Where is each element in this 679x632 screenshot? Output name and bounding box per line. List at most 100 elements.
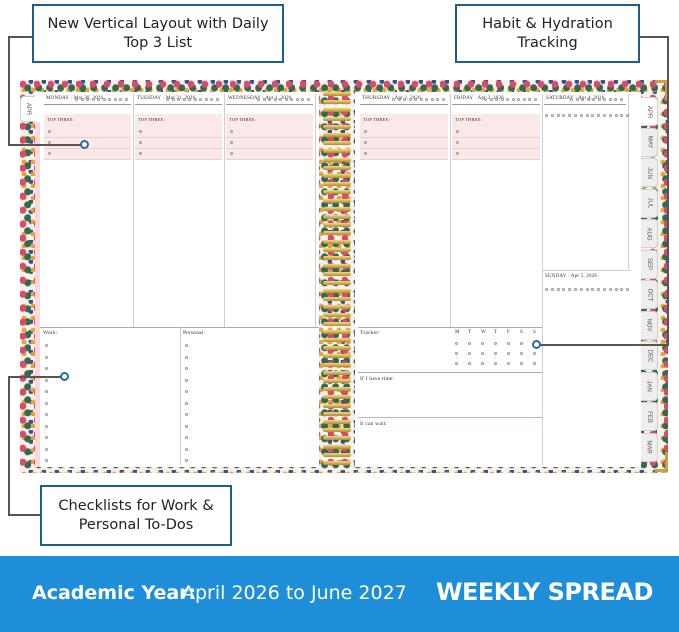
top-three-label: TOP THREE: (138, 117, 166, 122)
hour-dot (257, 98, 260, 101)
hour-dot (392, 98, 395, 101)
hour-dot (517, 98, 520, 101)
water-dot (579, 114, 583, 117)
water-dot (597, 288, 601, 291)
leader (667, 36, 669, 346)
column-divider (542, 327, 543, 465)
leader (8, 376, 66, 378)
hour-dot (603, 98, 606, 101)
header-rule (226, 104, 313, 105)
hour-dot (171, 98, 175, 101)
checkbox (185, 447, 188, 451)
water-dot (562, 288, 566, 291)
checkbox (456, 130, 459, 133)
row-rule (44, 148, 131, 149)
tracker-dot (481, 362, 484, 365)
column-divider (224, 94, 225, 327)
banner-range: April 2026 to June 2027 (182, 582, 407, 604)
hour-dot (533, 98, 537, 101)
leader (8, 514, 40, 516)
hour-dot (522, 98, 526, 101)
hour-dot (506, 98, 509, 101)
spiral-ring (323, 92, 351, 96)
month-tab: MAR (641, 432, 658, 462)
spiral-ring (323, 420, 351, 424)
checkbox (45, 378, 48, 382)
hour-dot (166, 98, 169, 101)
row-rule (44, 137, 131, 138)
water-dot (608, 288, 612, 291)
water-dot (614, 114, 618, 117)
hour-dot (403, 98, 406, 101)
row-rule (44, 159, 131, 160)
spiral-ring (323, 239, 351, 244)
column-divider (628, 94, 629, 269)
column-divider (133, 94, 134, 327)
tab-label: MAR (646, 440, 652, 454)
hour-dot (204, 98, 208, 101)
hour-dot (75, 98, 78, 101)
tab-label: SEP (645, 257, 652, 271)
checkbox (48, 152, 51, 155)
hour-dot (408, 98, 412, 101)
tab-label: OCT (645, 288, 652, 301)
water-dot (597, 114, 601, 117)
spiral-ring (323, 272, 351, 277)
tab-label: APR (25, 102, 31, 116)
section-rule (358, 327, 542, 328)
tracker-dot (455, 362, 458, 365)
water-dot (556, 288, 560, 291)
checkbox (185, 355, 188, 359)
leader-dot (60, 372, 69, 381)
water-dot (574, 114, 577, 117)
hour-dot (119, 98, 122, 101)
spiral-ring (323, 313, 351, 318)
spiral-ring (323, 206, 351, 211)
water-dot (550, 288, 554, 291)
row-rule (135, 148, 222, 149)
hour-dot (436, 98, 439, 101)
tracker-dot (468, 352, 471, 355)
month-tab: APR (641, 97, 658, 126)
can-wait-label: It can wait: (360, 421, 388, 427)
left-page: MONDAY · Mar 30, 2026 TOP THREE: TUESDAY ·… (35, 92, 319, 467)
spiral-ring (323, 256, 351, 260)
spiral-ring (323, 436, 351, 441)
month-tab: MAY (641, 127, 658, 157)
row-rule (452, 137, 540, 138)
tracker-dot (481, 352, 484, 355)
checkbox (185, 424, 188, 428)
month-tab: JAN (641, 371, 658, 401)
tracker-dot (533, 362, 536, 365)
checkbox (456, 141, 459, 144)
checkbox (230, 141, 233, 144)
top-three-label: TOP THREE: (455, 117, 483, 122)
row-rule (226, 137, 313, 138)
spiral-ring (323, 329, 351, 334)
leader (8, 144, 84, 146)
tracker-day: M (455, 330, 460, 335)
spiral-ring (323, 288, 351, 293)
row-rule (226, 159, 313, 160)
hour-dot (193, 98, 197, 101)
month-tab: OCT (641, 280, 658, 309)
spiral-ring (323, 182, 351, 187)
spiral-ring (323, 215, 351, 219)
hour-dot (608, 98, 612, 101)
banner (0, 556, 679, 632)
spiral-ring (323, 174, 351, 178)
spiral-ring (323, 124, 351, 129)
hour-dot (301, 98, 304, 101)
spiral-ring (323, 231, 351, 236)
checkbox (230, 152, 233, 155)
spiral-ring (323, 411, 351, 416)
leader (640, 36, 669, 38)
water-dot (608, 114, 612, 117)
spiral-ring (323, 280, 351, 285)
tab-label: AUG (645, 226, 652, 241)
checkbox (139, 141, 142, 144)
row-rule (360, 148, 448, 149)
hour-dot (80, 98, 84, 101)
leader (8, 36, 10, 146)
